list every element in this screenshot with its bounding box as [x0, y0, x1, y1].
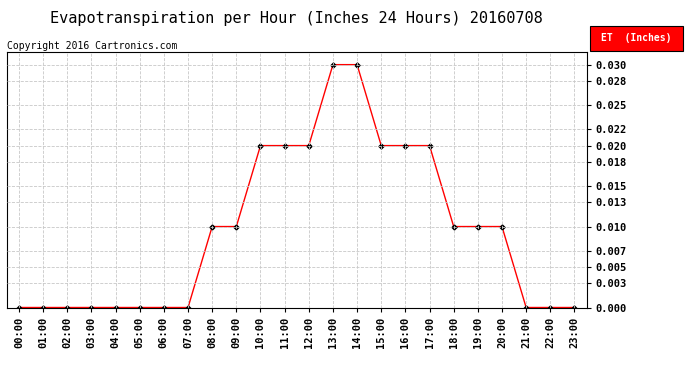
Text: Evapotranspiration per Hour (Inches 24 Hours) 20160708: Evapotranspiration per Hour (Inches 24 H…: [50, 11, 543, 26]
Text: ET  (Inches): ET (Inches): [601, 33, 672, 44]
Text: Copyright 2016 Cartronics.com: Copyright 2016 Cartronics.com: [7, 41, 177, 51]
